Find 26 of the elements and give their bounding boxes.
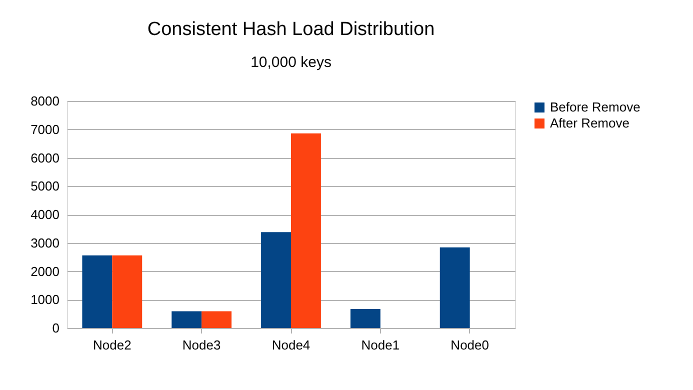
legend-label: After Remove — [550, 116, 630, 130]
y-tick-label: 2000 — [30, 264, 60, 279]
bar — [172, 311, 202, 328]
y-tick-label: 8000 — [30, 94, 60, 108]
x-tick-label: Node1 — [361, 338, 400, 352]
y-tick-label: 0 — [52, 320, 60, 336]
bar — [350, 308, 380, 328]
bar — [291, 133, 321, 328]
chart-title: Consistent Hash Load Distribution — [147, 19, 435, 40]
y-tick-label: 7000 — [30, 122, 60, 137]
bar — [112, 255, 142, 328]
y-tick-label: 3000 — [30, 235, 60, 250]
x-tick-label: Node2 — [93, 338, 132, 352]
bar — [261, 232, 291, 328]
chart-subtitle: 10,000 keys — [250, 54, 332, 71]
bar — [82, 255, 112, 328]
legend-label: Before Remove — [550, 100, 640, 114]
y-tick-label: 5000 — [30, 178, 60, 194]
y-tick-label: 6000 — [30, 150, 60, 166]
y-tick-label: 4000 — [30, 207, 60, 222]
x-tick-label: Node0 — [450, 338, 489, 352]
y-tick-label: 1000 — [30, 292, 60, 308]
x-tick-label: Node3 — [182, 338, 221, 352]
bar — [202, 311, 232, 328]
x-tick-label: Node4 — [272, 338, 310, 352]
bar — [440, 247, 470, 328]
